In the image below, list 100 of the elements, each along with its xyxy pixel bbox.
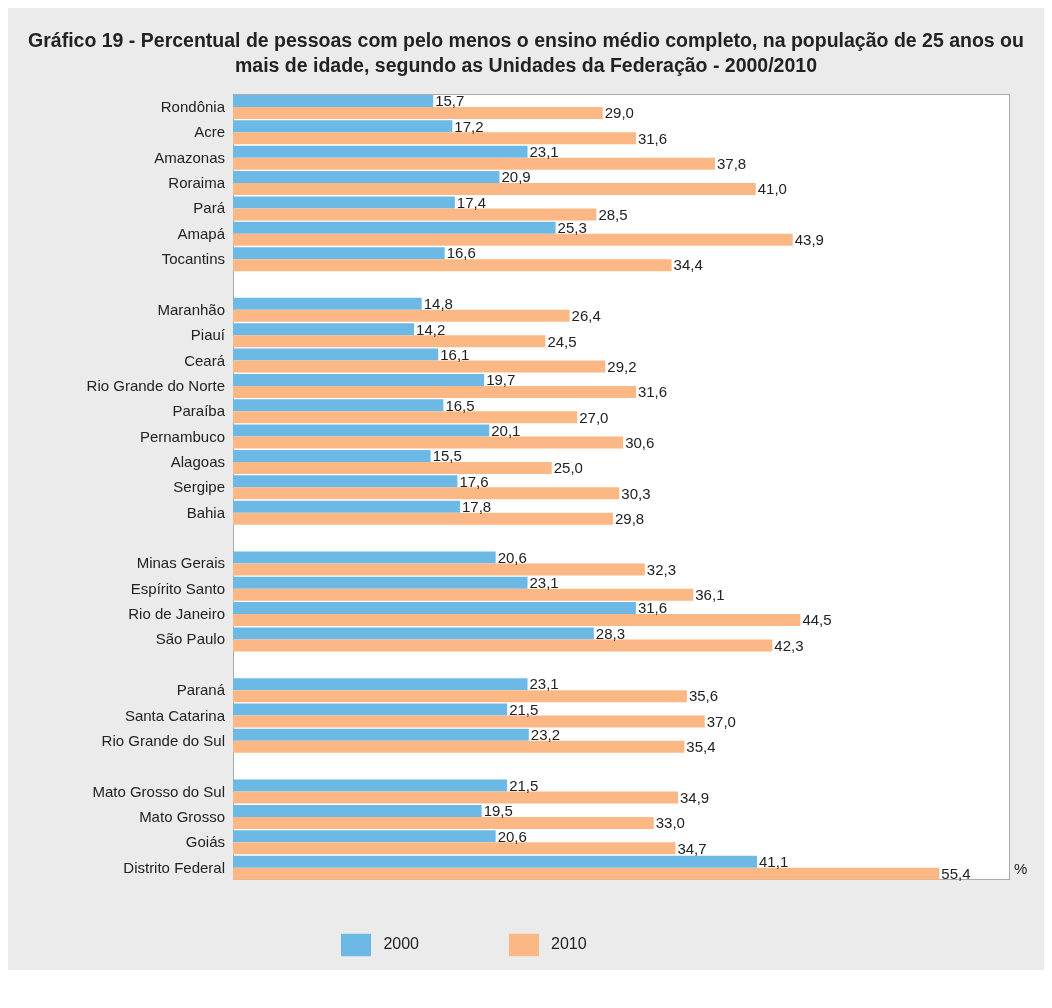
chart-title: Gráfico 19 - Percentual de pessoas com pelo menos o ensino médio completo, na população de 25 anos ou mais de idade, segundo as Unidades da Federação - 2000/2010	[27, 28, 1025, 78]
y-tick-label: Mato Grosso	[139, 807, 225, 825]
data-label: 30,6	[625, 433, 655, 451]
bar	[233, 779, 508, 792]
y-tick-label: Santa Catarina	[124, 706, 226, 724]
bar	[233, 703, 508, 716]
bar	[233, 500, 460, 513]
bar	[233, 208, 597, 221]
bar	[233, 424, 490, 437]
data-label: 29,8	[614, 510, 645, 527]
bar	[233, 576, 528, 589]
bar	[233, 157, 715, 170]
bar	[233, 348, 439, 361]
bar	[233, 639, 773, 652]
data-label: 34,9	[679, 788, 710, 806]
data-label: 29,2	[607, 357, 637, 375]
bar	[233, 588, 694, 601]
bar	[233, 551, 496, 564]
y-tick-label: Rio Grande do Sul	[101, 731, 225, 749]
data-label: 28,3	[595, 624, 626, 642]
data-label: 25,0	[553, 459, 583, 477]
bar	[233, 259, 672, 272]
bar	[233, 132, 636, 145]
bar	[233, 335, 546, 348]
data-label: 20,9	[501, 168, 531, 186]
data-label: 20,6	[497, 548, 527, 566]
bar	[233, 512, 613, 525]
data-label: 15,7	[435, 92, 465, 110]
bar	[233, 563, 645, 576]
data-label: 42,3	[774, 636, 804, 654]
bar	[233, 247, 445, 260]
bar	[233, 196, 455, 209]
bar	[233, 728, 529, 741]
data-label: 32,3	[646, 560, 677, 578]
data-label: 15,5	[432, 447, 462, 465]
bar	[233, 627, 594, 640]
data-label: 31,6	[637, 383, 668, 401]
data-label: 30,3	[621, 484, 651, 502]
bar	[233, 690, 687, 703]
data-label: 17,2	[454, 117, 484, 135]
y-tick-label: Paraná	[176, 681, 226, 699]
y-tick-label: Rio de Janeiro	[128, 605, 225, 623]
bar	[233, 715, 705, 728]
bar	[233, 816, 654, 829]
bar	[233, 791, 678, 804]
y-tick-label: Ceará	[184, 351, 226, 369]
data-label: 27,0	[579, 408, 609, 426]
y-tick-label: Pará	[193, 199, 226, 217]
legend-label: 2010	[551, 935, 587, 953]
data-label: 20,6	[497, 827, 527, 845]
data-label: 34,4	[673, 256, 703, 274]
bar	[233, 804, 482, 817]
data-label: 37,8	[716, 155, 747, 173]
y-tick-label: Piauí	[190, 326, 226, 344]
bar	[233, 449, 431, 462]
y-tick-label: Alagoas	[170, 452, 225, 470]
bar	[233, 867, 940, 880]
data-label: 55,4	[941, 864, 971, 882]
y-tick-label: Tocantins	[161, 250, 225, 268]
data-label: 44,5	[802, 611, 832, 629]
bar	[233, 183, 756, 196]
data-label: 23,1	[529, 574, 559, 592]
y-tick-label: Maranhão	[157, 300, 225, 318]
bar	[233, 373, 485, 386]
bar	[233, 855, 758, 868]
data-label: 37,0	[706, 712, 736, 730]
bar	[233, 360, 606, 373]
y-tick-label: Minas Gerais	[136, 554, 225, 572]
data-label: 26,4	[571, 307, 601, 325]
data-label: 17,4	[456, 193, 487, 211]
data-label: 25,3	[557, 219, 587, 237]
bar	[233, 614, 801, 627]
y-tick-label: Acre	[194, 123, 225, 141]
bar	[233, 399, 444, 412]
bar	[233, 107, 603, 119]
data-label: 36,1	[695, 586, 725, 604]
data-label: 41,1	[759, 852, 789, 870]
bar	[233, 385, 636, 398]
y-tick-label: São Paulo	[155, 630, 225, 648]
y-tick-label: Mato Grosso do Sul	[92, 782, 225, 800]
data-label: 16,1	[440, 345, 470, 363]
bar	[233, 475, 458, 488]
data-label: 16,6	[446, 244, 476, 262]
data-label: 35,4	[686, 738, 716, 756]
bar	[233, 309, 570, 322]
data-label: 21,5	[509, 700, 539, 718]
bar	[233, 323, 415, 336]
y-tick-label: Amazonas	[154, 148, 225, 166]
bar	[233, 461, 552, 474]
y-tick-label: Distrito Federal	[123, 858, 225, 876]
y-tick-label: Roraima	[168, 174, 226, 192]
data-label: 33,0	[655, 814, 685, 832]
bar	[233, 233, 793, 246]
bar	[233, 436, 624, 449]
y-tick-label: Pernambuco	[139, 427, 225, 445]
data-label: 14,2	[416, 320, 446, 338]
text: %	[1014, 860, 1028, 877]
y-tick-label: Paraíba	[172, 402, 226, 420]
y-tick-label: Espírito Santo	[130, 579, 225, 597]
bar	[233, 171, 500, 184]
